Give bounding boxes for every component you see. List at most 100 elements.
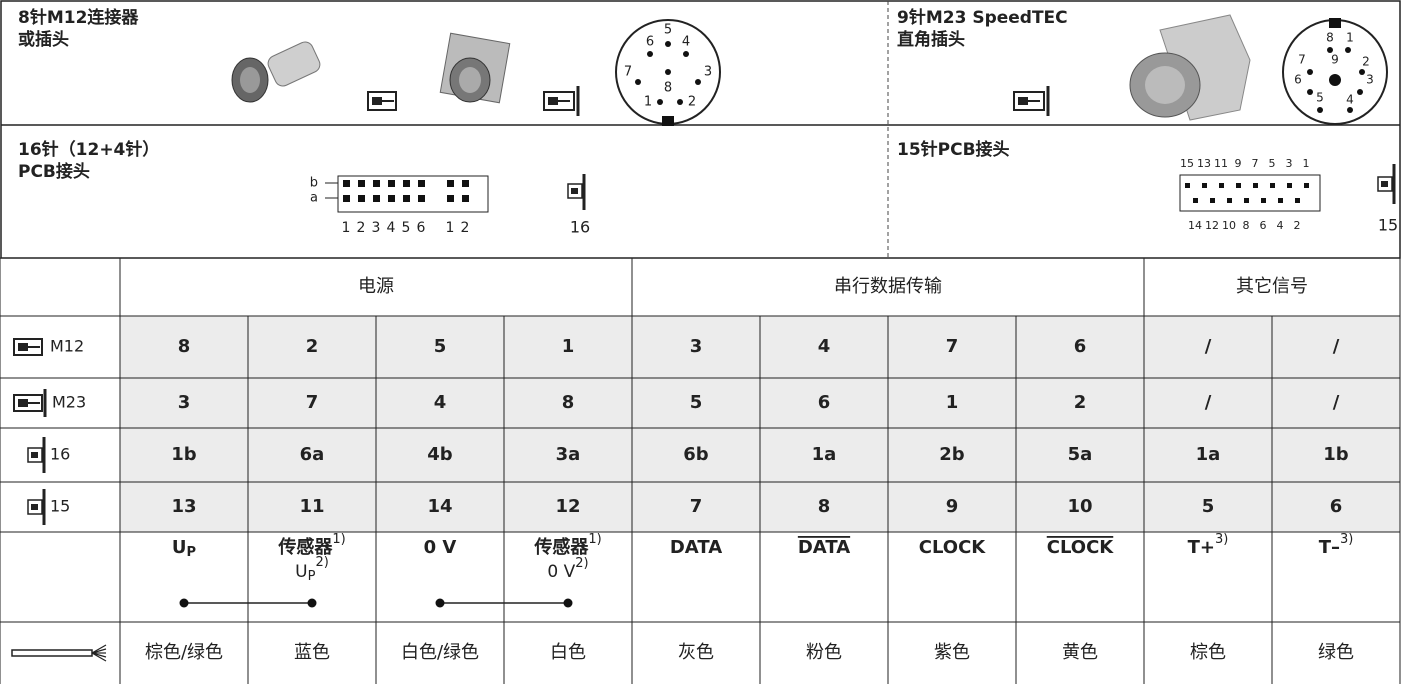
signal-name: T+3) [1188, 532, 1229, 559]
cable-icon [91, 652, 107, 662]
pin-label: 2 [461, 220, 470, 236]
signal-sup: 1) [588, 532, 601, 547]
pin-label: 6 [417, 220, 426, 236]
pin [1236, 183, 1241, 188]
section-title: 8针M12连接器 [18, 7, 139, 28]
pin-label: 2 [1362, 55, 1370, 69]
pin-cell: 2b [939, 444, 965, 465]
pin-label: 7 [1252, 157, 1259, 170]
pin [647, 51, 653, 57]
group-header: 其它信号 [1236, 276, 1308, 297]
signal-line2: UP2) [295, 555, 329, 584]
signal-name: CLOCK [1047, 537, 1115, 558]
pin [403, 180, 410, 187]
pin-cell: 3a [556, 444, 581, 465]
pin-cell: 6a [300, 444, 325, 465]
pin-cell: 7 [946, 336, 959, 357]
signal-label: DATA [798, 537, 850, 558]
pin-cell: 4b [427, 444, 453, 465]
row-label: b [310, 176, 318, 191]
pin [665, 41, 671, 47]
pin-label: 1 [644, 95, 652, 110]
pin [1253, 183, 1258, 188]
row-label: 16 [50, 445, 70, 464]
pin-cell: 2 [306, 336, 319, 357]
wire-color: 蓝色 [294, 642, 330, 663]
pin-cell: 12 [555, 496, 580, 517]
pin-label: 13 [1197, 157, 1211, 170]
pin-cell: 5 [690, 392, 703, 413]
pin-label: 1 [446, 220, 455, 236]
pin [1304, 183, 1309, 188]
socket-icon [1013, 86, 1050, 116]
row-label: M23 [52, 393, 86, 412]
pin-cell: 11 [299, 496, 324, 517]
pin-cell: 1 [946, 392, 959, 413]
wire-color: 灰色 [678, 642, 714, 663]
pin [657, 99, 663, 105]
pin [1278, 198, 1283, 203]
pin-label: 6 [646, 35, 654, 50]
pin-label: 12 [1205, 219, 1219, 232]
pcb-label: 15 [1378, 216, 1398, 235]
signal-name: 传感器1) [277, 532, 345, 559]
icon [31, 504, 38, 510]
signal-label: 0 V [547, 562, 575, 582]
cable-icon [91, 644, 107, 654]
pin [677, 99, 683, 105]
pin [1244, 198, 1249, 203]
wire-color: 棕色/绿色 [145, 642, 223, 663]
pin [1307, 69, 1313, 75]
pin-cell: 6 [1074, 336, 1087, 357]
pcb16-drawing [325, 175, 489, 213]
signal-sup: 3) [1340, 532, 1353, 547]
pin-label: 8 [1243, 219, 1250, 232]
m12-socket-image [439, 32, 511, 104]
pin-label: 5 [1269, 157, 1276, 170]
signal-sup: 2) [575, 556, 588, 571]
section-title: 或插头 [18, 29, 69, 50]
pin-cell: 9 [946, 496, 959, 517]
cable-icon [11, 649, 93, 657]
pcb-icon [1377, 164, 1396, 204]
socket-icon [543, 86, 580, 116]
section-title: 9针M23 SpeedTEC [897, 7, 1068, 28]
wire-color: 白色/绿色 [401, 642, 479, 663]
pin [388, 180, 395, 187]
key [662, 116, 674, 126]
pin-label: 2 [1294, 219, 1301, 232]
pin-cell: 5 [1202, 496, 1215, 517]
signal-label: U [172, 537, 187, 558]
pin-label: 5 [1316, 91, 1324, 105]
pin-label: 4 [682, 35, 690, 50]
pin [1185, 183, 1190, 188]
pin-label: 1 [1346, 31, 1354, 45]
signal-sup: 2) [315, 555, 328, 570]
pin [1219, 183, 1224, 188]
pin [1327, 47, 1333, 53]
pin-label: 4 [1277, 219, 1284, 232]
pin-cell: 4 [818, 336, 831, 357]
pin [418, 195, 425, 202]
pin [373, 195, 380, 202]
pin [388, 195, 395, 202]
signal-label: U [295, 562, 307, 582]
pin [635, 79, 641, 85]
pin-label: 8 [664, 81, 672, 96]
pin-label: 8 [1326, 31, 1334, 45]
pin [403, 195, 410, 202]
section-title: PCB接头 [18, 161, 90, 182]
signal-name: T–3) [1319, 532, 1354, 559]
signal-label: CLOCK [919, 537, 987, 558]
pin-label: 4 [1346, 93, 1354, 107]
pin-label: 3 [1366, 73, 1374, 87]
pin [695, 79, 701, 85]
signal-name: 传感器1) [533, 532, 601, 559]
pin-cell: 7 [690, 496, 703, 517]
pin [1317, 107, 1323, 113]
pin-cell: / [1333, 336, 1340, 357]
signal-label: 传感器 [277, 536, 333, 558]
pin-label: 4 [387, 220, 396, 236]
pin-cell: 6b [683, 444, 709, 465]
